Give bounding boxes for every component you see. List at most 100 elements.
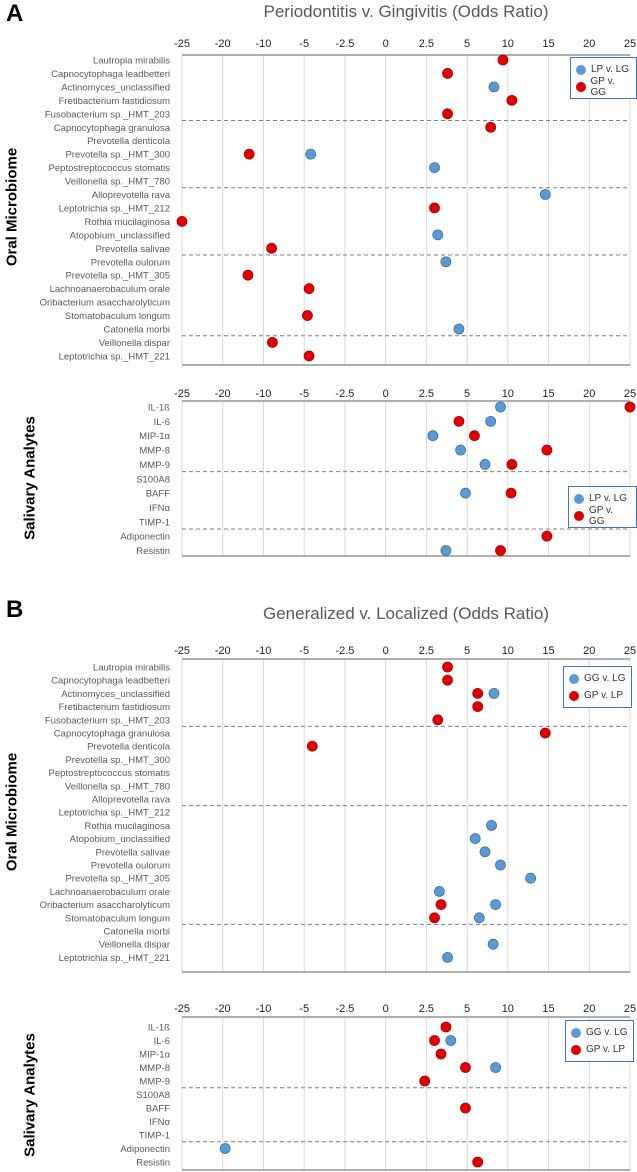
category-label: Capnocytophaga granulosa bbox=[54, 123, 171, 134]
category-label: Peptostreptococcus stomatis bbox=[49, 768, 171, 779]
category-label: Prevotella salivae bbox=[96, 244, 170, 255]
blue-data-point bbox=[460, 487, 471, 499]
x-tick-label: -10 bbox=[256, 645, 272, 657]
red-data-point bbox=[460, 1102, 471, 1114]
red-data-point bbox=[472, 688, 484, 699]
red-data-point bbox=[472, 1156, 484, 1168]
x-tick-label: 15 bbox=[542, 1003, 554, 1015]
category-label: S100A8 bbox=[136, 1090, 170, 1101]
category-label: TIMP-1 bbox=[139, 517, 170, 528]
legend-item: LP v. LG bbox=[574, 490, 631, 507]
blue-data-point bbox=[432, 229, 444, 241]
legend-marker-icon bbox=[574, 510, 584, 521]
red-data-point bbox=[432, 714, 444, 726]
category-label: Capnocytophaga leadbetteri bbox=[51, 69, 170, 80]
x-tick-label: -5 bbox=[299, 38, 309, 50]
red-data-point bbox=[266, 242, 278, 254]
x-tick-label: -5 bbox=[299, 388, 309, 400]
category-label: IL-6 bbox=[154, 417, 170, 428]
blue-data-point bbox=[473, 912, 485, 924]
red-data-point bbox=[541, 530, 553, 542]
legend-marker-icon bbox=[569, 673, 579, 684]
x-tick-label: 25 bbox=[624, 38, 636, 50]
red-data-point bbox=[435, 899, 447, 910]
red-data-point bbox=[429, 912, 440, 924]
red-data-point bbox=[497, 54, 509, 66]
blue-data-point bbox=[485, 415, 497, 427]
category-label: Resistin bbox=[136, 546, 170, 557]
blue-data-point bbox=[469, 833, 481, 844]
category-label: Prevotella denticola bbox=[87, 742, 171, 753]
blue-data-point bbox=[479, 846, 491, 858]
red-data-point bbox=[306, 740, 318, 752]
category-label: Fretibacterium fastidiosum bbox=[59, 702, 170, 713]
x-tick-label: 0 bbox=[383, 38, 389, 50]
red-data-point bbox=[176, 215, 188, 227]
x-tick-label: -25 bbox=[174, 388, 190, 400]
red-data-point bbox=[624, 401, 636, 413]
category-label: IL-1ß bbox=[148, 1023, 170, 1034]
category-label: Lachnoanaerobaculum orale bbox=[50, 284, 170, 295]
x-tick-label: 15 bbox=[542, 388, 554, 400]
category-label: Veillonella sp._HMT_780 bbox=[65, 177, 170, 188]
category-label: Fusobacterium sp._HMT_203 bbox=[45, 715, 170, 726]
x-tick-label: -10 bbox=[256, 38, 272, 50]
category-label: Fusobacterium sp._HMT_203 bbox=[45, 109, 170, 120]
category-label: Rothia mucilaginosa bbox=[84, 821, 170, 832]
blue-data-point bbox=[455, 444, 466, 456]
category-label: Leptotrichia sp._HMT_221 bbox=[59, 351, 170, 362]
x-tick-label: 2.5 bbox=[419, 1003, 434, 1015]
category-label: Peptostreptococcus stomatis bbox=[49, 163, 171, 174]
red-data-point bbox=[440, 1021, 452, 1033]
red-data-point bbox=[442, 661, 453, 673]
category-label: Prevotella sp._HMT_300 bbox=[65, 755, 170, 766]
legend-marker-icon bbox=[576, 81, 586, 92]
category-label: Oribacterium asaccharolyticum bbox=[40, 298, 170, 309]
category-label: Prevotella denticola bbox=[87, 136, 171, 147]
x-tick-label: 0 bbox=[383, 645, 389, 657]
red-data-point bbox=[505, 487, 517, 499]
x-tick-label: 5 bbox=[464, 1003, 470, 1015]
chart-legend: GG v. LG GP v. LP bbox=[565, 1020, 634, 1062]
category-label: Veillonella sp._HMT_780 bbox=[65, 781, 170, 792]
category-label: Atopobium_unclassified bbox=[70, 834, 170, 845]
blue-data-point bbox=[427, 430, 439, 442]
x-tick-label: 10 bbox=[502, 38, 514, 50]
x-tick-label: 2.5 bbox=[419, 388, 434, 400]
red-data-point bbox=[243, 148, 255, 160]
category-label: Veillonella dispar bbox=[99, 940, 170, 951]
red-data-point bbox=[302, 310, 313, 321]
legend-label: GG v. LG bbox=[586, 1027, 628, 1038]
blue-data-point bbox=[429, 162, 440, 174]
chart-legend: GG v. LG GP v. LP bbox=[563, 666, 632, 708]
x-tick-label: 0 bbox=[383, 1003, 389, 1015]
blue-data-point bbox=[305, 148, 317, 160]
x-tick-label: -2.5 bbox=[335, 38, 354, 50]
blue-data-point bbox=[433, 886, 445, 897]
category-label: MMP-8 bbox=[139, 446, 170, 457]
category-label: Capnocytophaga granulosa bbox=[54, 729, 171, 740]
category-label: Capnocytophaga leadbetteri bbox=[51, 676, 170, 687]
category-label: MMP-8 bbox=[139, 1063, 170, 1074]
x-tick-label: -2.5 bbox=[335, 645, 354, 657]
category-label: Prevotella sp._HMT_300 bbox=[65, 150, 170, 161]
blue-data-point bbox=[495, 859, 506, 871]
x-tick-label: -2.5 bbox=[335, 388, 354, 400]
red-data-point bbox=[460, 1062, 471, 1073]
x-tick-label: 2.5 bbox=[419, 38, 434, 50]
category-label: Prevotella oulorum bbox=[91, 257, 170, 268]
category-label: MIP-1α bbox=[139, 431, 170, 442]
blue-data-point bbox=[525, 872, 537, 884]
red-data-point bbox=[472, 701, 484, 712]
red-data-point bbox=[242, 269, 254, 281]
category-label: Veillonella dispar bbox=[99, 338, 170, 349]
red-data-point bbox=[506, 94, 518, 106]
legend-label: LP v. LG bbox=[589, 493, 627, 504]
x-tick-label: -10 bbox=[256, 1003, 272, 1015]
legend-marker-icon bbox=[576, 64, 586, 75]
chart-legend: LP v. LG GP v. GG bbox=[568, 486, 637, 528]
legend-label: GP v. GG bbox=[588, 504, 614, 527]
legend-marker-icon bbox=[571, 1044, 581, 1055]
x-tick-label: -25 bbox=[174, 645, 190, 657]
x-tick-label: -2.5 bbox=[335, 1003, 354, 1015]
